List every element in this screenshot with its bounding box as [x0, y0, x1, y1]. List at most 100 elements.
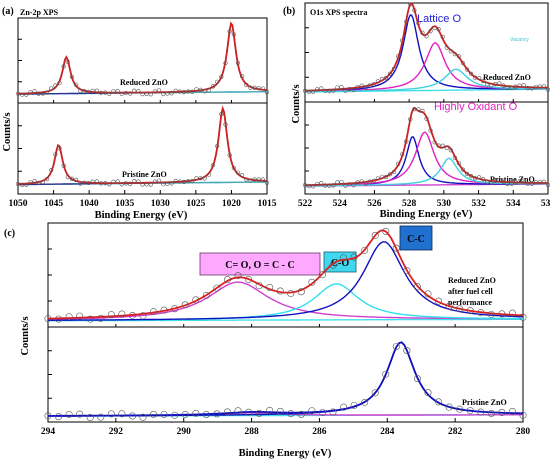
panel-a-top-data-point [186, 89, 191, 94]
panel-b-x-tick-label: 526 [367, 199, 382, 209]
panel-b-x-tick-label: 532 [471, 199, 486, 209]
panel-a-bottom-data-point [227, 153, 232, 158]
panel-a-bottom-data-point [20, 182, 25, 188]
panel-b: (b) O1s XPS spectra Lattice O Vacancy Re… [283, 6, 535, 220]
panel-a-bottom-data-point [244, 177, 249, 182]
panel-b-top-data-point [481, 78, 486, 84]
panel-a-top-data-point [136, 89, 141, 94]
panel-c-bottom-data-point [76, 410, 84, 418]
panel-c-top-data-point [160, 306, 168, 314]
panel-a-top-data-point [20, 92, 25, 97]
panel-c-bottom-data-point [287, 410, 295, 418]
panel-b-bottom-data-point [351, 183, 356, 188]
panel-c-bottom-data-point [466, 407, 474, 415]
panel-c-top-envelope-line [47, 229, 524, 320]
panel-c-bottom-data-point [477, 408, 485, 416]
panel-c-top-data-point [223, 276, 231, 284]
panel-c-bottom-data-point [44, 412, 52, 420]
panel-b-xlabel: Binding Energy (eV) [380, 209, 473, 220]
annotation-box-c-o-double [199, 252, 321, 276]
panel-b-top-data-point [533, 84, 538, 90]
panel-a-bottom-data-point [69, 176, 75, 181]
panel-a-ylabel: Counts/s [2, 112, 13, 151]
panel-c-top-data-point [55, 315, 63, 323]
panel-b-top-data-point [359, 83, 364, 88]
panel-b-top-data-point [473, 75, 478, 80]
panel-c-x-tick-label: 292 [109, 427, 124, 437]
panel-c-top-data-point [350, 253, 358, 261]
panel-c-bottom-data-point [361, 398, 369, 406]
panel-c-top-data-point [234, 272, 242, 280]
panel-a-bottom-data-point [148, 182, 153, 187]
panel-b-bottom-data-point [473, 176, 478, 181]
panel-c-bottom-data-point [498, 409, 506, 417]
panel-b-annotation-lattice: Lattice O [417, 13, 461, 25]
panel-a-top-data-point [86, 89, 91, 94]
panel-a-bottom-data-point [44, 177, 50, 182]
panel-a-top-data-point [32, 89, 37, 94]
panel-b-top-data-point [509, 85, 514, 90]
panel-a-top-data-point [190, 89, 195, 94]
panel-c-bottom-data-point [413, 375, 421, 383]
panel-c-top-data-point [255, 282, 263, 290]
panel-a-x-tick-label: 1025 [186, 199, 205, 209]
panel-b-bottom-data-point [501, 179, 506, 184]
panel-b-top-data-point [335, 85, 340, 90]
panel-a-top-data-point [231, 32, 236, 37]
panel-b-bottom-data-point [529, 181, 534, 186]
panel-a-bottom-data-point [264, 180, 270, 185]
panel-b-bottom-data-point [359, 179, 364, 184]
panel-b-top-peak-line [305, 68, 548, 93]
panel-a-bottom-data-point [219, 111, 224, 117]
panel-c-bottom-data-point [86, 414, 94, 422]
panel-b-bottom-data-point [493, 178, 498, 183]
panel-c-bottom-data-point [519, 411, 527, 419]
panel-c-annotation-after: after fuel cell [448, 287, 493, 296]
panel-c-bottom-data-point [255, 409, 263, 417]
panel-b-bottom-data-point [315, 181, 320, 187]
panel-a-bottom-data-point [240, 172, 245, 178]
panel-b-bottom-data-point [392, 169, 397, 175]
panel-b-top-data-point [513, 84, 518, 89]
panel-a-top-data-point [157, 88, 162, 93]
panel-a-top-data-point [107, 91, 112, 96]
panel-a-bottom-data-point [57, 146, 62, 151]
panel-c-bottom-data-point [234, 407, 242, 415]
panel-b-bottom-data-point [456, 161, 462, 166]
panel-b-top-data-point [505, 85, 510, 91]
panel-a-top-data-point [140, 92, 145, 97]
panel-a-bottom-data-point [248, 178, 253, 183]
panel-c-top-data-point [44, 315, 52, 323]
panel-a-top-data-point [219, 74, 224, 79]
panel-c-bottom-data-point [118, 410, 126, 418]
panel-b-bottom-data-point [319, 180, 324, 186]
panel-a-top-data-point [123, 90, 128, 96]
panel-c-plot: 294 292 290 288 286 284 282 280 [41, 222, 530, 437]
panel-b-bottom-data-point [424, 116, 429, 121]
annotation-label-c-o-double: C= O, O = C - C [225, 260, 294, 271]
panel-a-top-data-point [28, 90, 33, 95]
panel-c-top-data-point [86, 315, 94, 323]
panel-c-top-data-point [65, 313, 73, 321]
panel-b-top-data-point [379, 76, 385, 82]
panel-b-top-data-point [485, 82, 490, 87]
panel-b-bottom-data-point [489, 180, 494, 185]
panel-a-bottom-data-point [173, 178, 178, 184]
panel-a-top-data-point [132, 88, 137, 93]
panel-c-top-data-point [128, 311, 136, 319]
panel-c-top-data-point [361, 246, 369, 254]
panel-b-x-tick-label: 522 [298, 199, 313, 209]
plot-layer: 1050 1045 1040 1035 1030 1025 1020 1015 522 524 52… [9, 2, 550, 437]
panel-a-top-data-point [206, 88, 211, 93]
panel-a-top-data-point [103, 90, 108, 95]
panel-c-bottom-data-point [139, 413, 147, 421]
panel-b-top-data-point [452, 52, 457, 57]
panel-b-bottom-data-point [343, 183, 348, 188]
panel-c-top-data-point [382, 227, 390, 235]
panel-c-bottom-data-point [245, 408, 253, 416]
panel-b-top-data-point [371, 82, 376, 87]
panel-b-bottom-data-point [460, 167, 466, 172]
panel-a-annotation-pristine: Pristine ZnO [122, 170, 167, 179]
panel-c-top-data-point [340, 254, 348, 262]
panel-b-top-data-point [404, 19, 409, 24]
